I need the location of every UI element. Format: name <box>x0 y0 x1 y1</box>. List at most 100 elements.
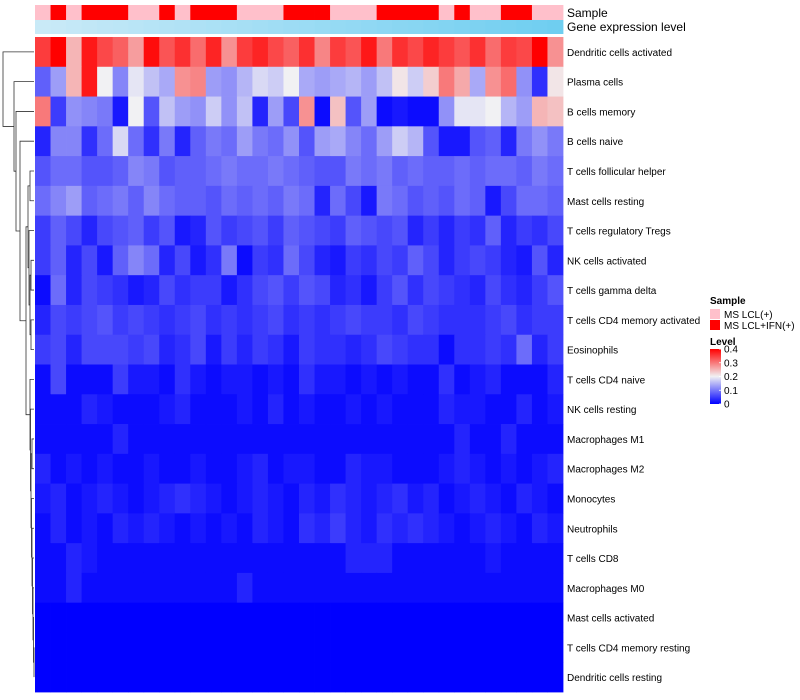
heatmap-cell <box>159 394 176 425</box>
heatmap-cell <box>252 394 269 425</box>
heatmap-cell <box>345 632 362 663</box>
heatmap-cell <box>547 96 564 127</box>
heatmap-cell <box>283 96 300 127</box>
heatmap-cell <box>531 662 548 693</box>
heatmap-cell <box>299 185 315 217</box>
heatmap-cell <box>236 245 253 276</box>
heatmap-cell <box>81 185 98 217</box>
heatmap-cell <box>407 543 424 574</box>
heatmap-cell <box>361 156 378 187</box>
heatmap-cell <box>159 275 176 306</box>
heatmap-cell <box>469 66 486 97</box>
heatmap-cell <box>112 66 129 97</box>
heatmap-cell <box>438 424 455 455</box>
heatmap-cell <box>267 334 284 365</box>
heatmap-cell <box>128 245 145 276</box>
heatmap-cell <box>81 572 98 604</box>
expression-annotation-cell <box>283 20 300 34</box>
heatmap-cell <box>112 662 129 693</box>
heatmap-cell <box>469 632 486 663</box>
heatmap-cell <box>143 572 160 604</box>
expression-annotation-cell <box>407 20 424 34</box>
heatmap-cell <box>267 394 284 425</box>
heatmap-cell <box>345 602 362 633</box>
heatmap-cell <box>500 662 517 693</box>
expression-annotation-cell <box>267 20 284 34</box>
heatmap-cell <box>221 513 238 544</box>
heatmap-cell <box>376 304 393 336</box>
heatmap-cell <box>469 513 486 544</box>
heatmap-cell <box>438 513 455 544</box>
heatmap-cell <box>283 483 300 514</box>
heatmap-cell <box>314 245 331 276</box>
heatmap-cell <box>314 662 331 693</box>
heatmap-cell <box>267 37 284 68</box>
dendrogram-branches <box>2 51 35 678</box>
heatmap-cell <box>205 215 222 246</box>
heatmap-cell <box>252 275 269 306</box>
heatmap-cell <box>376 543 393 574</box>
heatmap-cell <box>174 245 191 276</box>
heatmap-cell <box>407 394 424 425</box>
heatmap-cell <box>438 453 455 484</box>
heatmap-cell <box>345 364 362 395</box>
heatmap-cell <box>531 394 548 425</box>
heatmap-cell <box>299 453 315 484</box>
heatmap-cell <box>112 275 129 306</box>
sample-annotation-cell <box>267 5 284 20</box>
heatmap-cell <box>205 364 222 395</box>
heatmap-cell <box>128 543 145 574</box>
heatmap-cell <box>531 275 548 306</box>
heatmap-cell <box>392 572 409 604</box>
heatmap-cell <box>361 96 378 127</box>
heatmap-cell <box>361 364 378 395</box>
heatmap-cell <box>500 572 517 604</box>
heatmap-cell <box>407 66 424 97</box>
heatmap-cell <box>469 275 486 306</box>
heatmap-cell <box>345 483 362 514</box>
heatmap-cell <box>345 275 362 306</box>
heatmap-cell <box>159 513 176 544</box>
heatmap-cell <box>547 572 564 604</box>
heatmap-cell <box>547 662 564 693</box>
sample-annotation-cell <box>314 5 331 20</box>
heatmap-cell <box>330 543 346 574</box>
heatmap-cell <box>267 572 284 604</box>
heatmap-cell <box>454 96 471 127</box>
heatmap-cell <box>392 304 409 336</box>
heatmap-cell <box>345 156 362 187</box>
sample-annotation-cell <box>190 5 207 20</box>
legend: Sample Level MS LCL(+)MS LCL+IFN(+) 0.4 0.… <box>710 296 795 411</box>
heatmap-cell <box>516 215 533 246</box>
heatmap-cell <box>35 483 51 514</box>
heatmap-cell <box>392 394 409 425</box>
heatmap-cell <box>423 275 440 306</box>
heatmap-cell <box>81 156 98 187</box>
heatmap-cell <box>236 483 253 514</box>
heatmap-cell <box>236 334 253 365</box>
heatmap-cell <box>423 483 440 514</box>
heatmap-cell <box>159 215 176 246</box>
heatmap-cell <box>143 424 160 455</box>
heatmap-cell <box>407 156 424 187</box>
heatmap-cell <box>531 483 548 514</box>
heatmap-cell <box>97 215 114 246</box>
heatmap-cell <box>81 304 98 336</box>
heatmap-cell <box>128 37 145 68</box>
heatmap-cell <box>143 275 160 306</box>
heatmap-cell <box>516 185 533 217</box>
heatmap-cell <box>221 662 238 693</box>
heatmap-cell <box>516 424 533 455</box>
heatmap-cell <box>500 275 517 306</box>
heatmap-cell <box>485 364 502 395</box>
heatmap-cell <box>547 215 564 246</box>
heatmap-cell <box>299 37 315 68</box>
heatmap-cell <box>143 66 160 97</box>
heatmap-cell <box>112 245 129 276</box>
heatmap-cell <box>252 572 269 604</box>
row-label: T cells CD4 memory resting <box>567 643 690 654</box>
heatmap-cell <box>485 602 502 633</box>
heatmap-cell <box>392 126 409 157</box>
heatmap-cell <box>190 394 207 425</box>
